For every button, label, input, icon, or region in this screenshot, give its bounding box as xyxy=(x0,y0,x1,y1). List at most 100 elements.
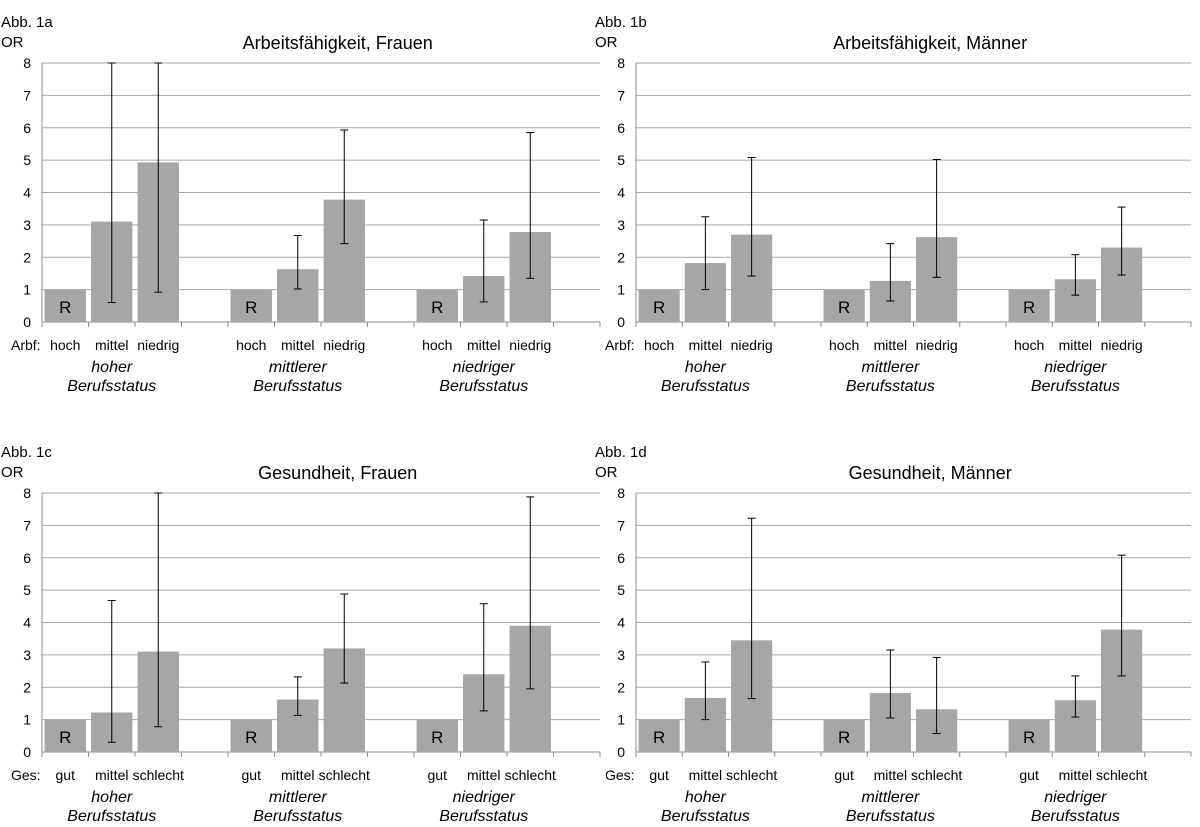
bar xyxy=(638,719,680,752)
x-tick-label: schlecht xyxy=(911,767,962,783)
x-tick-label: gut xyxy=(242,767,262,783)
y-tick-label: 4 xyxy=(23,185,31,201)
x-tick-label: schlecht xyxy=(319,767,370,783)
x-tick-label: gut xyxy=(428,767,448,783)
group-label: Berufsstatus xyxy=(661,808,750,825)
reference-label: R xyxy=(431,728,443,747)
x-tick-label: mittel xyxy=(467,337,500,353)
x-tick-label: niedrig xyxy=(1101,337,1143,353)
y-tick-label: 3 xyxy=(617,647,625,663)
reference-label: R xyxy=(245,728,257,747)
y-tick-label: 7 xyxy=(23,87,31,103)
group-label: mittlerer xyxy=(861,359,919,376)
x-tick-label: niedrig xyxy=(137,337,179,353)
y-axis-label: OR xyxy=(595,464,618,481)
bar xyxy=(44,719,86,752)
y-tick-label: 1 xyxy=(617,282,625,298)
group-label: Berufsstatus xyxy=(439,378,528,395)
group-label: Berufsstatus xyxy=(253,378,342,395)
reference-label: R xyxy=(653,298,665,317)
x-tick-label: mittel xyxy=(281,337,314,353)
group-label: hoher xyxy=(685,789,727,806)
x-tick-label: gut xyxy=(56,767,76,783)
y-tick-label: 0 xyxy=(23,744,31,760)
y-tick-label: 6 xyxy=(617,550,625,566)
group-label: niedriger xyxy=(453,789,516,806)
reference-label: R xyxy=(1023,728,1035,747)
x-tick-label: hoch xyxy=(644,337,674,353)
x-tick-label: schlecht xyxy=(726,767,777,783)
x-tick-label: mittel xyxy=(689,337,722,353)
x-tick-label: mittel xyxy=(281,767,314,783)
x-tick-label: mittel xyxy=(689,767,722,783)
bar xyxy=(416,719,458,752)
y-tick-label: 5 xyxy=(23,152,31,168)
group-label: Berufsstatus xyxy=(1031,378,1120,395)
y-tick-label: 0 xyxy=(23,314,31,330)
group-label: mittlerer xyxy=(269,789,327,806)
y-tick-label: 0 xyxy=(617,744,625,760)
reference-label: R xyxy=(431,298,443,317)
reference-label: R xyxy=(838,298,850,317)
y-tick-label: 0 xyxy=(617,314,625,330)
panel-label: Abb. 1b xyxy=(595,14,647,31)
y-tick-label: 6 xyxy=(617,120,625,136)
y-tick-label: 3 xyxy=(23,647,31,663)
panel-label: Abb. 1a xyxy=(1,14,53,31)
group-label: hoher xyxy=(91,789,133,806)
panel-label: Abb. 1d xyxy=(595,444,647,461)
y-axis-label: OR xyxy=(1,464,24,481)
y-tick-label: 8 xyxy=(617,55,625,71)
bar xyxy=(1008,289,1050,322)
x-tick-label: mittel xyxy=(95,337,128,353)
reference-label: R xyxy=(59,298,71,317)
y-tick-label: 3 xyxy=(23,217,31,233)
group-label: Berufsstatus xyxy=(1031,808,1120,825)
y-tick-label: 4 xyxy=(617,615,625,631)
group-label: Berufsstatus xyxy=(67,378,156,395)
bar xyxy=(230,719,272,752)
reference-label: R xyxy=(1023,298,1035,317)
y-tick-label: 6 xyxy=(23,550,31,566)
y-tick-label: 5 xyxy=(23,582,31,598)
chart-title: Arbeitsfähigkeit, Frauen xyxy=(243,33,433,53)
x-tick-label: mittel xyxy=(467,767,500,783)
bar xyxy=(638,289,680,322)
y-tick-label: 2 xyxy=(23,679,31,695)
y-tick-label: 7 xyxy=(23,517,31,533)
y-tick-label: 6 xyxy=(23,120,31,136)
y-tick-label: 1 xyxy=(23,282,31,298)
y-tick-label: 5 xyxy=(617,152,625,168)
y-tick-label: 1 xyxy=(23,712,31,728)
x-tick-label: mittel xyxy=(1059,337,1092,353)
category-row-label: Arbf: xyxy=(605,337,635,353)
y-tick-label: 2 xyxy=(23,249,31,265)
x-tick-label: mittel xyxy=(1059,767,1092,783)
chart-panel-1: Abb. 1a OR Arbeitsfähigkeit, Frauen 0 1 2 3 4 5 6… xyxy=(1,14,601,395)
y-tick-label: 8 xyxy=(23,55,31,71)
y-tick-label: 4 xyxy=(23,615,31,631)
bar xyxy=(44,289,86,322)
y-tick-label: 7 xyxy=(617,87,625,103)
group-label: hoher xyxy=(685,359,727,376)
reference-label: R xyxy=(245,298,257,317)
x-tick-label: hoch xyxy=(236,337,266,353)
group-label: Berufsstatus xyxy=(846,378,935,395)
category-row-label: Ges: xyxy=(11,767,41,783)
group-label: Berufsstatus xyxy=(253,808,342,825)
y-tick-label: 5 xyxy=(617,582,625,598)
bar xyxy=(416,289,458,322)
x-tick-label: schlecht xyxy=(133,767,184,783)
y-tick-label: 4 xyxy=(617,185,625,201)
x-tick-label: schlecht xyxy=(1096,767,1147,783)
group-label: mittlerer xyxy=(269,359,327,376)
